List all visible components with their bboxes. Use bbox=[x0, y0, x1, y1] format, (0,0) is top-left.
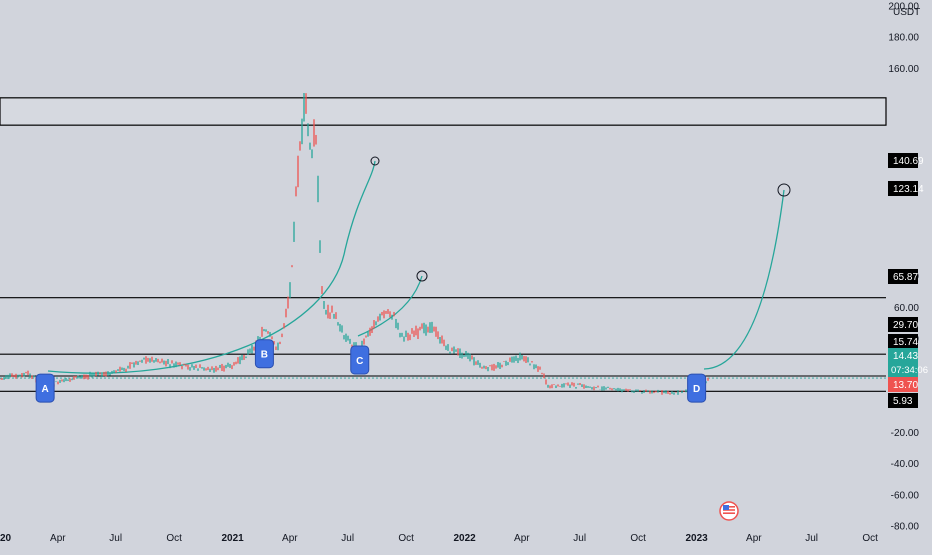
projection-arcs[interactable] bbox=[47, 156, 791, 374]
y-tick-label: -40.00 bbox=[891, 459, 920, 470]
price-label-value: 140.69 bbox=[893, 156, 924, 167]
us-flag-icon[interactable] bbox=[719, 501, 739, 521]
x-tick-label: Jul bbox=[109, 533, 122, 544]
y-tick-label: 160.00 bbox=[888, 64, 919, 75]
price-label-value: 65.87 bbox=[893, 272, 918, 283]
price-label-level[interactable]: 29.70 bbox=[888, 317, 918, 332]
price-label-value: 123.14 bbox=[893, 184, 924, 195]
price-label-level[interactable]: 15.74 bbox=[888, 334, 918, 349]
marker-A[interactable]: A bbox=[35, 373, 55, 403]
marker-label: D bbox=[693, 384, 700, 395]
projection-target-1[interactable] bbox=[416, 270, 428, 282]
countdown-label: 07:34:06 bbox=[891, 365, 928, 376]
x-tick-label: Apr bbox=[50, 533, 66, 544]
price-label-bg bbox=[888, 317, 918, 332]
price-label-prev-close[interactable]: 13.70 bbox=[888, 377, 918, 392]
price-series bbox=[0, 93, 709, 395]
y-tick-label: -80.00 bbox=[891, 522, 920, 533]
marker-C[interactable]: C bbox=[350, 345, 370, 375]
x-tick-label: Oct bbox=[862, 533, 878, 544]
price-label-last-price[interactable]: 14.43 07:34:06 bbox=[888, 348, 928, 378]
currency-label: USDT bbox=[893, 7, 920, 18]
x-tick-label: Jul bbox=[573, 533, 586, 544]
price-label-level[interactable]: 65.87 bbox=[888, 269, 918, 284]
marker-label: B bbox=[261, 350, 268, 361]
time-axis[interactable]: 2020 Apr Jul Oct 2021 Apr Jul Oct 2022 Apr Jul Oct 2… bbox=[0, 533, 878, 544]
price-axis[interactable]: USDT 220.00200.00180.00160.00100.0080.00… bbox=[888, 0, 928, 533]
x-tick-label: 2020 bbox=[0, 533, 12, 544]
price-label-bg bbox=[888, 334, 918, 349]
horizontal-levels[interactable] bbox=[0, 97, 887, 392]
y-tick-label: 60.00 bbox=[894, 303, 919, 314]
marker-badge bbox=[254, 339, 274, 369]
price-label-bg bbox=[888, 181, 918, 196]
x-tick-label: Apr bbox=[746, 533, 762, 544]
price-label-bg bbox=[888, 269, 918, 284]
x-tick-label: 2023 bbox=[685, 533, 708, 544]
x-tick-label: Oct bbox=[166, 533, 182, 544]
x-tick-label: Jul bbox=[341, 533, 354, 544]
y-tick-label: 180.00 bbox=[888, 33, 919, 44]
price-label-level[interactable]: 123.14 bbox=[888, 181, 924, 196]
marker-label: A bbox=[42, 384, 49, 395]
x-tick-label: 2021 bbox=[222, 533, 245, 544]
marker-B[interactable]: B bbox=[254, 339, 274, 369]
marker-D[interactable]: D bbox=[687, 373, 707, 403]
price-label-value: 5.93 bbox=[893, 396, 913, 407]
pattern-markers[interactable]: A B C D bbox=[35, 339, 707, 403]
x-tick-label: Oct bbox=[398, 533, 414, 544]
x-tick-label: Oct bbox=[630, 533, 646, 544]
price-label-value: 14.43 bbox=[893, 351, 918, 362]
price-label-bg bbox=[888, 348, 918, 378]
x-tick-label: Apr bbox=[282, 533, 298, 544]
price-label-level[interactable]: 140.69 bbox=[888, 153, 924, 168]
projection-target-2[interactable] bbox=[777, 183, 791, 197]
price-label-bg bbox=[888, 377, 918, 392]
x-tick-label: 2022 bbox=[453, 533, 476, 544]
marker-label: C bbox=[356, 356, 363, 367]
y-tick-label: -20.00 bbox=[891, 428, 920, 439]
marker-badge bbox=[35, 373, 55, 403]
marker-badge bbox=[687, 373, 707, 403]
price-label-bg bbox=[888, 153, 918, 168]
resistance-zone[interactable] bbox=[0, 97, 887, 126]
price-label-value: 29.70 bbox=[893, 320, 918, 331]
projection-arc-1[interactable] bbox=[357, 275, 423, 337]
price-label-value: 15.74 bbox=[893, 337, 918, 348]
projection-target-0[interactable] bbox=[370, 156, 380, 166]
y-tick-label: 200.00 bbox=[888, 1, 919, 12]
x-tick-label: Jul bbox=[805, 533, 818, 544]
price-label-bg bbox=[888, 393, 918, 408]
projection-arc-0[interactable] bbox=[47, 160, 376, 374]
x-tick-label: Apr bbox=[514, 533, 530, 544]
price-label-value: 13.70 bbox=[893, 380, 918, 391]
projection-arc-2[interactable] bbox=[703, 189, 785, 370]
y-tick-label: -60.00 bbox=[891, 490, 920, 501]
marker-badge bbox=[350, 345, 370, 375]
price-label-level[interactable]: 5.93 bbox=[888, 393, 918, 408]
